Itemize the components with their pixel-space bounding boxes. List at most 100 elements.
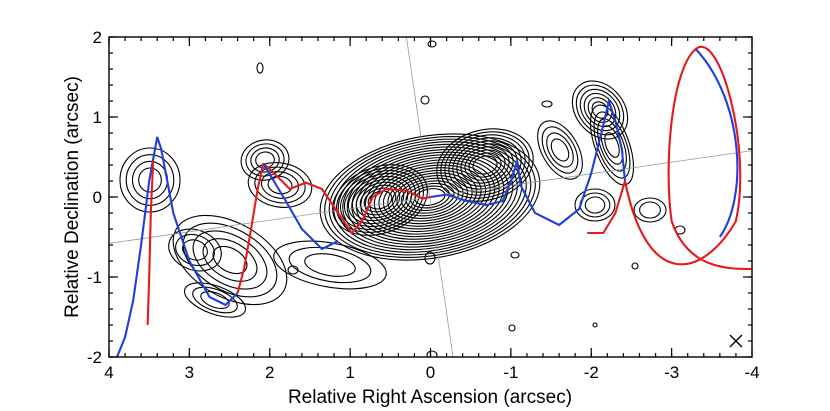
contour-knot xyxy=(597,118,627,172)
contour-core xyxy=(319,133,541,261)
contour-blob xyxy=(541,100,553,108)
model-terminal-loop-red xyxy=(623,45,752,271)
contour-knot xyxy=(138,167,162,193)
contour-core xyxy=(324,135,536,259)
contour-knot xyxy=(584,196,606,214)
contour-knot xyxy=(574,188,616,222)
x-tick-label: -1 xyxy=(503,363,518,382)
contour-core xyxy=(355,154,505,240)
model-helix-blue-outer xyxy=(262,162,339,251)
contour-lobe-west xyxy=(460,146,510,184)
contour-lobe-west xyxy=(464,149,506,181)
contour-core xyxy=(373,164,487,230)
contour-core xyxy=(369,162,491,232)
contour-layer xyxy=(119,40,686,357)
contour-blob xyxy=(426,350,438,357)
contour-knot xyxy=(172,214,288,306)
contour-knot xyxy=(639,201,661,219)
contour-lobe-west xyxy=(452,140,518,190)
y-tick-label: -2 xyxy=(87,348,102,367)
contour-blob xyxy=(287,265,299,275)
contour-blob xyxy=(631,262,639,270)
x-tick-label: 1 xyxy=(345,363,354,382)
contour-core xyxy=(333,141,527,253)
model-helix-red-west-loop xyxy=(587,180,627,235)
contour-lobe-west xyxy=(440,131,530,199)
contour-knot xyxy=(245,143,285,177)
contour-knot xyxy=(273,240,387,290)
contour-blob xyxy=(508,324,516,332)
contour-knot xyxy=(168,228,222,272)
contour-knot xyxy=(537,120,583,180)
contour-lobe-east xyxy=(363,187,397,213)
helical-model-curves xyxy=(116,45,752,357)
x-tick-label: 4 xyxy=(104,363,113,382)
contour-knot xyxy=(182,222,278,298)
model-helix-blue-west xyxy=(430,97,627,227)
contour-knot xyxy=(250,147,280,173)
axis-ticks xyxy=(108,36,753,358)
y-tick-labels: -2 -1 0 1 2 xyxy=(87,28,102,367)
contour-knot xyxy=(633,197,667,223)
contour-knot xyxy=(247,162,313,208)
y-axis-label: Relative Declination (arcsec) xyxy=(62,76,83,318)
beam-cross-marker xyxy=(729,334,743,348)
model-helix-blue-east xyxy=(116,136,239,357)
contour-lobe-east xyxy=(347,175,413,225)
y-tick-label: 2 xyxy=(93,28,102,47)
contour-knot xyxy=(175,233,215,267)
model-helix-red-outer xyxy=(236,163,265,294)
contour-knot xyxy=(254,166,306,204)
contour-lobe-east xyxy=(355,181,405,219)
contour-knot xyxy=(546,132,574,168)
y-tick-label: 0 xyxy=(93,188,102,207)
contour-core xyxy=(346,149,514,245)
model-helix-red-east-outer xyxy=(146,160,155,326)
x-tick-label: 3 xyxy=(185,363,194,382)
model-terminal-loop-blue xyxy=(694,48,739,238)
contour-knot xyxy=(541,126,579,174)
contour-core xyxy=(342,146,518,248)
contour-knot xyxy=(260,171,300,199)
x-tick-label: -3 xyxy=(664,363,679,382)
contour-blob xyxy=(420,95,430,105)
contour-core xyxy=(328,138,532,256)
contour-core xyxy=(364,159,496,235)
contour-knot xyxy=(200,291,230,309)
contour-lobe-east xyxy=(343,172,417,228)
contour-knot xyxy=(184,282,246,318)
contour-blob xyxy=(592,322,598,328)
contour-blob xyxy=(427,40,437,48)
contour-blob xyxy=(510,251,520,259)
contour-knot xyxy=(304,253,356,277)
contour-lobe-east xyxy=(335,167,425,233)
contour-knot xyxy=(240,139,290,181)
contour-knot xyxy=(604,132,620,158)
x-tick-label: 0 xyxy=(426,363,435,382)
contour-blob xyxy=(424,251,436,265)
contour-knot xyxy=(192,286,238,314)
contour-lobe-east xyxy=(332,164,428,236)
x-axis-label: Relative Right Ascension (arcsec) xyxy=(288,387,572,408)
model-helix-red-east xyxy=(262,162,431,235)
contour-lobe-west xyxy=(468,152,502,178)
contour-lobe-west xyxy=(472,155,498,175)
x-tick-label: 2 xyxy=(265,363,274,382)
x-tick-label: -2 xyxy=(584,363,599,382)
beam-cross-b xyxy=(729,334,743,348)
y-tick-label: -1 xyxy=(87,268,102,287)
contour-lobe-west xyxy=(448,137,522,193)
contour-blob xyxy=(256,62,264,74)
contour-knot xyxy=(550,138,570,162)
contour-lobe-west xyxy=(444,134,526,196)
contour-knot xyxy=(182,239,208,261)
contour-knot xyxy=(583,92,617,128)
contour-knot xyxy=(125,154,175,206)
contour-core xyxy=(378,167,482,227)
contour-lobe-west xyxy=(436,128,534,202)
y-tick-label: 1 xyxy=(93,108,102,127)
contour-lobe-east xyxy=(339,170,421,230)
x-tick-label: -4 xyxy=(744,363,759,382)
contour-knot xyxy=(288,246,372,284)
